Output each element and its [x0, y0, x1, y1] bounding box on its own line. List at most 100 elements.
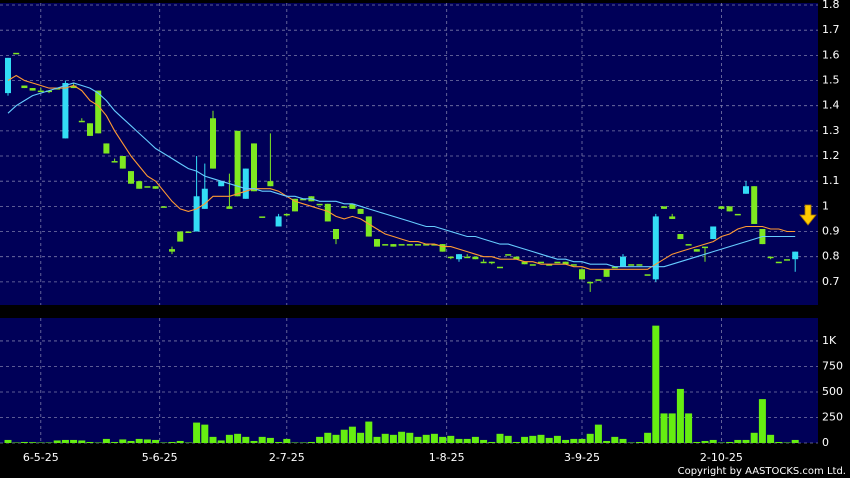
y-tick-label: 1.8 [822, 0, 840, 11]
candle-body [652, 216, 659, 280]
candle-body [144, 186, 151, 188]
volume-bar [578, 438, 586, 443]
candle-body [185, 231, 192, 234]
candle-body [46, 90, 52, 93]
volume-bar [258, 436, 266, 443]
volume-bar [291, 442, 299, 443]
candle-body [5, 57, 11, 94]
candle-body [554, 261, 561, 264]
y-tick-label: 1.4 [822, 99, 840, 112]
x-tick-label: 2-10-25 [700, 451, 743, 464]
candle-body [242, 168, 249, 199]
volume-bar [70, 439, 78, 443]
candle-body [226, 206, 233, 209]
candle-body [677, 234, 684, 240]
volume-panel [0, 318, 818, 443]
moving-average-line [7, 74, 796, 270]
candle-body [710, 226, 717, 240]
candle-body [628, 264, 635, 266]
volume-bar [603, 440, 611, 443]
volume-bar [217, 440, 225, 443]
volume-bar [586, 433, 594, 443]
candle-body [464, 256, 471, 259]
volume-bar [627, 442, 635, 443]
candle-body [513, 256, 520, 260]
volume-bar [160, 442, 168, 443]
volume-bar [570, 438, 578, 443]
volume-bar [537, 434, 545, 443]
volume-bar [225, 434, 233, 443]
y-tick-label: 0.8 [822, 250, 840, 263]
y-tick-label: 1.5 [822, 74, 840, 87]
volume-bar [37, 442, 45, 443]
volume-bar [29, 442, 37, 443]
volume-bar [652, 325, 660, 443]
candle-body [390, 244, 397, 247]
volume-bar [750, 432, 758, 443]
candle-body [644, 274, 651, 276]
candle-body [603, 269, 610, 277]
volume-bar [398, 431, 406, 443]
volume-bar [53, 440, 61, 443]
plot-layer: 0.7 0.8 0.9 1 1.1 1.2 1.3 1.4 1.5 1.6 1.7 1.8 0 250 50… [0, 0, 843, 464]
x-tick-label: 3-9-25 [564, 451, 600, 464]
volume-bar [168, 441, 176, 443]
volume-bar [389, 434, 397, 443]
x-tick-label: 6-5-25 [23, 451, 59, 464]
volume-bar [201, 424, 209, 443]
volume-bar [775, 441, 783, 443]
candle-body [78, 120, 85, 123]
candle-body [562, 261, 569, 265]
volume-bar [340, 429, 348, 443]
candle-body [579, 269, 585, 280]
volume-bar [480, 439, 488, 443]
volume-bar [791, 439, 799, 443]
y2-tick-label: 0 [822, 436, 829, 449]
volume-bar [521, 436, 529, 443]
volume-bar [143, 439, 151, 443]
volume-bar [45, 442, 53, 443]
candle-body [119, 156, 126, 169]
volume-bar [119, 439, 127, 443]
candle-body [374, 239, 380, 247]
volume-bar [430, 433, 438, 443]
candle-body [349, 203, 356, 209]
candle-body [792, 251, 799, 260]
volume-bar [283, 438, 291, 443]
candle-body [406, 244, 413, 246]
candle-body [693, 249, 700, 252]
copyright: Copyright by AASTOCKS.com Ltd. [678, 466, 846, 477]
volume-bar [234, 433, 242, 443]
candle-body [210, 118, 216, 169]
volume-bar [693, 441, 701, 443]
volume-bar [299, 442, 307, 443]
volume-bar [307, 441, 315, 443]
candle-body [661, 206, 667, 209]
candle-body [341, 206, 348, 208]
candle-body [324, 203, 331, 222]
volume-bar [94, 442, 102, 443]
volume-bar [111, 441, 119, 443]
volume-bar [135, 438, 143, 443]
volume-bar [102, 438, 110, 443]
volume-bar [357, 432, 365, 443]
volume-bar [668, 413, 676, 443]
candle-body [718, 206, 725, 209]
candle-body [37, 90, 44, 93]
y-tick-label: 0.7 [822, 275, 840, 288]
moving-average-line [7, 82, 796, 268]
y-tick-label: 0.9 [822, 225, 840, 238]
volume-bar [250, 440, 258, 443]
volume-bar [447, 435, 455, 443]
y-tick-label: 1 [822, 199, 829, 212]
x-tick-label: 5-6-25 [142, 451, 178, 464]
candle-body [488, 261, 495, 264]
volume-bar [594, 424, 602, 443]
volume-bar [242, 436, 250, 443]
volume-bar [324, 432, 332, 443]
y2-tick-label: 500 [822, 385, 843, 398]
volume-bar [496, 433, 504, 443]
candle-body [538, 261, 544, 264]
volume-bar [193, 422, 201, 443]
